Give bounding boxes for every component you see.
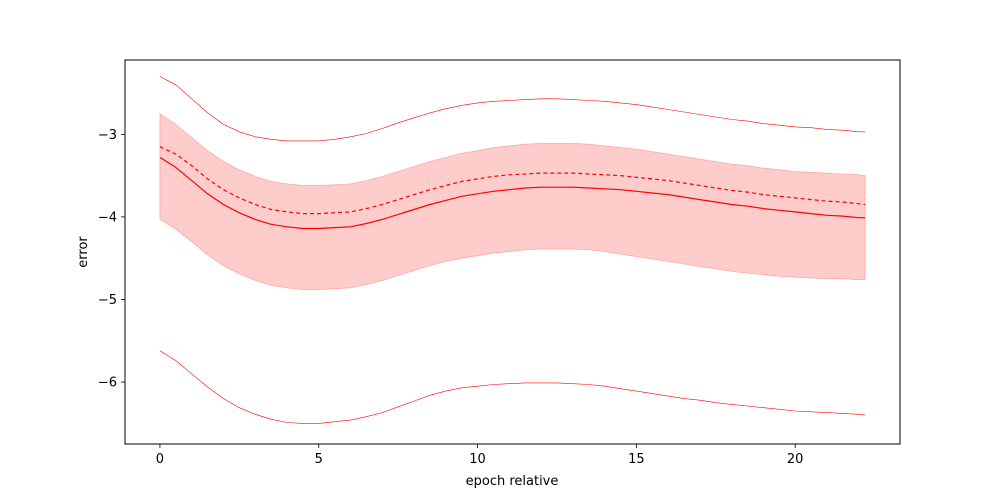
y-tick-label: −3: [98, 128, 117, 143]
y-tick-label: −5: [98, 293, 117, 308]
error-band: [159, 112, 866, 291]
x-tick-label: 5: [315, 452, 323, 467]
median-line: [159, 146, 866, 215]
x-axis: 0 5 10 15 20: [156, 444, 804, 467]
plot-area: [159, 76, 866, 424]
min-line: [159, 350, 866, 424]
y-tick-label: −4: [98, 210, 117, 225]
x-axis-label: epoch relative: [466, 474, 559, 489]
y-tick-label: −6: [98, 376, 117, 391]
x-tick-label: 10: [469, 452, 486, 467]
x-tick-label: 20: [787, 452, 804, 467]
mean-line: [159, 156, 866, 230]
x-tick-label: 15: [628, 452, 645, 467]
y-axis: −6 −5 −4 −3: [98, 128, 125, 391]
plot-frame: [124, 59, 901, 445]
y-axis-label: error: [76, 236, 91, 268]
max-line: [159, 76, 866, 142]
x-tick-label: 0: [156, 452, 164, 467]
